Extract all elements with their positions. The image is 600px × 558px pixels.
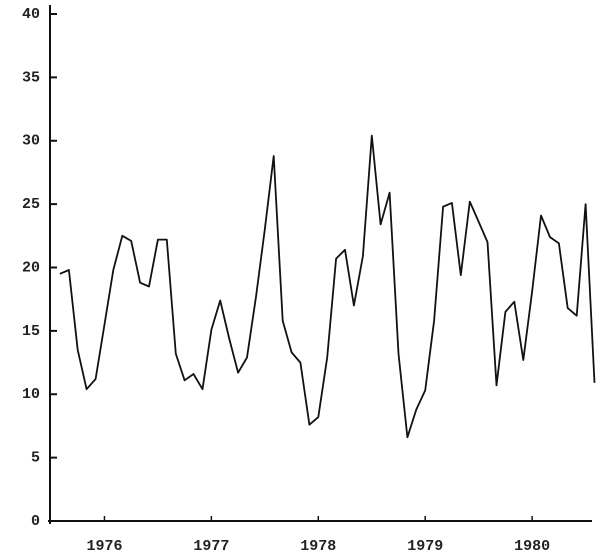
y-tick-label: 5 — [31, 450, 40, 467]
x-tick-label: 1978 — [300, 538, 336, 555]
x-tick-label: 1980 — [514, 538, 550, 555]
y-tick-label: 30 — [22, 133, 40, 150]
y-tick-label: 25 — [22, 196, 40, 213]
y-tick-label: 15 — [22, 323, 40, 340]
x-tick-label: 1979 — [407, 538, 443, 555]
data-line — [59, 134, 596, 439]
x-tick-label: 1977 — [193, 538, 229, 555]
y-tick-label: 35 — [22, 69, 40, 86]
y-tick-label: 40 — [22, 6, 40, 23]
x-tick-label: 1976 — [86, 538, 122, 555]
y-tick-label: 10 — [22, 386, 40, 403]
y-tick-label: 0 — [31, 513, 40, 530]
y-tick-label: 20 — [22, 259, 40, 276]
